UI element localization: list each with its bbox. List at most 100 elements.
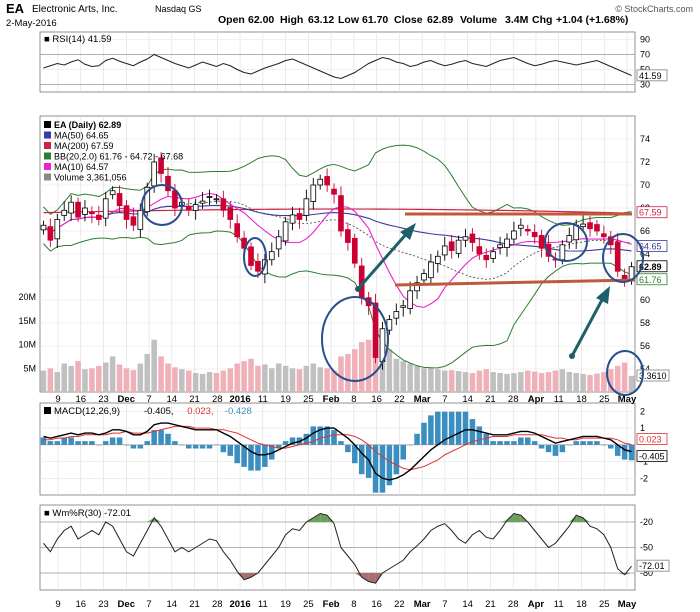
candle-body bbox=[524, 228, 531, 232]
volume-bar bbox=[559, 369, 566, 392]
willr-y-tick-label: -20 bbox=[640, 517, 653, 527]
candle-body bbox=[421, 273, 427, 281]
volume-bar bbox=[165, 363, 171, 392]
willr-overbought-fill bbox=[313, 513, 321, 522]
macd-histogram-bar bbox=[372, 444, 379, 493]
x-tick-label-top: 21 bbox=[485, 394, 496, 405]
macd-histogram-bar bbox=[386, 444, 393, 486]
macd-y-tick-label: -2 bbox=[640, 473, 648, 483]
volume-bar bbox=[102, 362, 109, 392]
macd-histogram-bar bbox=[199, 444, 206, 449]
volume-bar bbox=[54, 372, 61, 392]
candle-body bbox=[123, 205, 130, 220]
support-line bbox=[394, 278, 636, 287]
volume-bar bbox=[116, 364, 123, 392]
willr-overbought-fill bbox=[513, 513, 521, 522]
candle-body bbox=[462, 236, 469, 241]
volume-bar bbox=[40, 370, 47, 392]
price-legend-item: EA (Daily) 62.89 bbox=[54, 120, 121, 130]
macd-histogram-bar bbox=[511, 441, 517, 445]
candle-body bbox=[172, 190, 178, 209]
macd-tag-box bbox=[636, 433, 668, 445]
volume-bar bbox=[47, 368, 54, 392]
header-company: Electronic Arts, Inc. bbox=[32, 4, 118, 15]
willr-y-tick-label: -80 bbox=[640, 568, 653, 578]
macd-histogram-bar bbox=[151, 430, 157, 445]
candle-body bbox=[95, 214, 102, 220]
volume-bar bbox=[518, 372, 524, 392]
x-tick-label-top: May bbox=[618, 394, 637, 405]
candle-body bbox=[317, 178, 324, 186]
header-high-value: 63.12 bbox=[308, 14, 334, 26]
candle-body bbox=[504, 238, 510, 248]
macd-histogram-bar bbox=[185, 444, 192, 449]
x-tick-label-bottom: 21 bbox=[189, 599, 200, 610]
willr-legend: ■ Wm%R(30) -72.01 bbox=[44, 508, 131, 519]
x-tick-label-top: 16 bbox=[75, 394, 86, 405]
macd-histogram-bar bbox=[61, 437, 67, 445]
header-open-label: Open bbox=[218, 14, 245, 26]
macd-histogram-bar bbox=[552, 444, 559, 456]
annotation-circle bbox=[606, 350, 644, 396]
candle-body bbox=[338, 195, 344, 232]
macd-histogram-bar bbox=[331, 430, 337, 445]
macd-legend-value: 0.023, bbox=[187, 406, 213, 417]
volume-bar bbox=[393, 358, 400, 392]
candle-body bbox=[594, 224, 600, 232]
x-tick-label-bottom: Feb bbox=[323, 599, 340, 610]
macd-histogram-bar bbox=[54, 441, 61, 445]
candle-body bbox=[587, 222, 593, 230]
volume-bar bbox=[580, 373, 586, 392]
volume-bar bbox=[296, 369, 303, 392]
rsi-legend: ■ RSI(14) 41.59 bbox=[44, 34, 112, 45]
price-y-tick-label: 72 bbox=[640, 157, 650, 167]
volume-bar bbox=[289, 368, 296, 392]
volume-bar bbox=[82, 369, 88, 392]
x-tick-label-top: 7 bbox=[442, 394, 447, 405]
x-tick-label-bottom: 2016 bbox=[230, 599, 251, 610]
volume-bar bbox=[269, 368, 275, 392]
macd-histogram-bar bbox=[483, 433, 490, 445]
annotation-circle bbox=[243, 237, 267, 277]
price-legend-item: MA(200) 67.59 bbox=[54, 141, 114, 151]
willr-oversold-fill bbox=[244, 573, 252, 580]
volume-bar bbox=[469, 373, 476, 392]
volume-bar bbox=[282, 365, 289, 392]
candle-body bbox=[393, 311, 400, 319]
macd-histogram-bar bbox=[303, 433, 310, 445]
volume-bar bbox=[137, 363, 144, 392]
candle-body bbox=[345, 229, 351, 243]
volume-bar bbox=[234, 363, 240, 392]
willr-overbought-fill bbox=[500, 520, 508, 522]
macd-histogram-bar bbox=[109, 437, 116, 445]
header-low-value: 61.70 bbox=[362, 14, 388, 26]
volume-bar bbox=[352, 349, 358, 392]
candle-body bbox=[407, 290, 413, 309]
volume-bar bbox=[476, 370, 483, 392]
x-tick-label-bottom: 28 bbox=[508, 599, 519, 610]
macd-histogram-bar bbox=[594, 441, 600, 445]
macd-histogram-bar bbox=[490, 441, 496, 445]
volume-bar bbox=[614, 365, 621, 392]
volume-bar bbox=[317, 367, 323, 392]
volume-bar bbox=[61, 363, 67, 392]
volume-bar bbox=[220, 370, 227, 392]
price-legend-swatch bbox=[44, 121, 51, 128]
price-legend-swatch bbox=[44, 152, 51, 160]
macd-histogram-bar bbox=[47, 441, 54, 445]
annotation-arrowhead bbox=[400, 223, 416, 240]
header-chg-value: +1.04 (+1.68%) bbox=[556, 14, 628, 26]
x-tick-label-top: 8 bbox=[351, 394, 356, 405]
x-tick-label-bottom: 22 bbox=[394, 599, 405, 610]
annotation-circle bbox=[602, 233, 644, 283]
candle-body bbox=[331, 188, 337, 195]
candle-body bbox=[54, 219, 61, 240]
annotation-arrowhead bbox=[596, 286, 610, 304]
candle-body bbox=[324, 176, 330, 186]
x-tick-label-top: 16 bbox=[371, 394, 382, 405]
rsi-last-value-tag: 41.59 bbox=[639, 71, 662, 81]
volume-bar bbox=[144, 354, 151, 392]
macd-histogram-bar bbox=[587, 441, 593, 445]
willr-overbought-fill bbox=[569, 515, 577, 522]
candle-body bbox=[165, 175, 171, 192]
